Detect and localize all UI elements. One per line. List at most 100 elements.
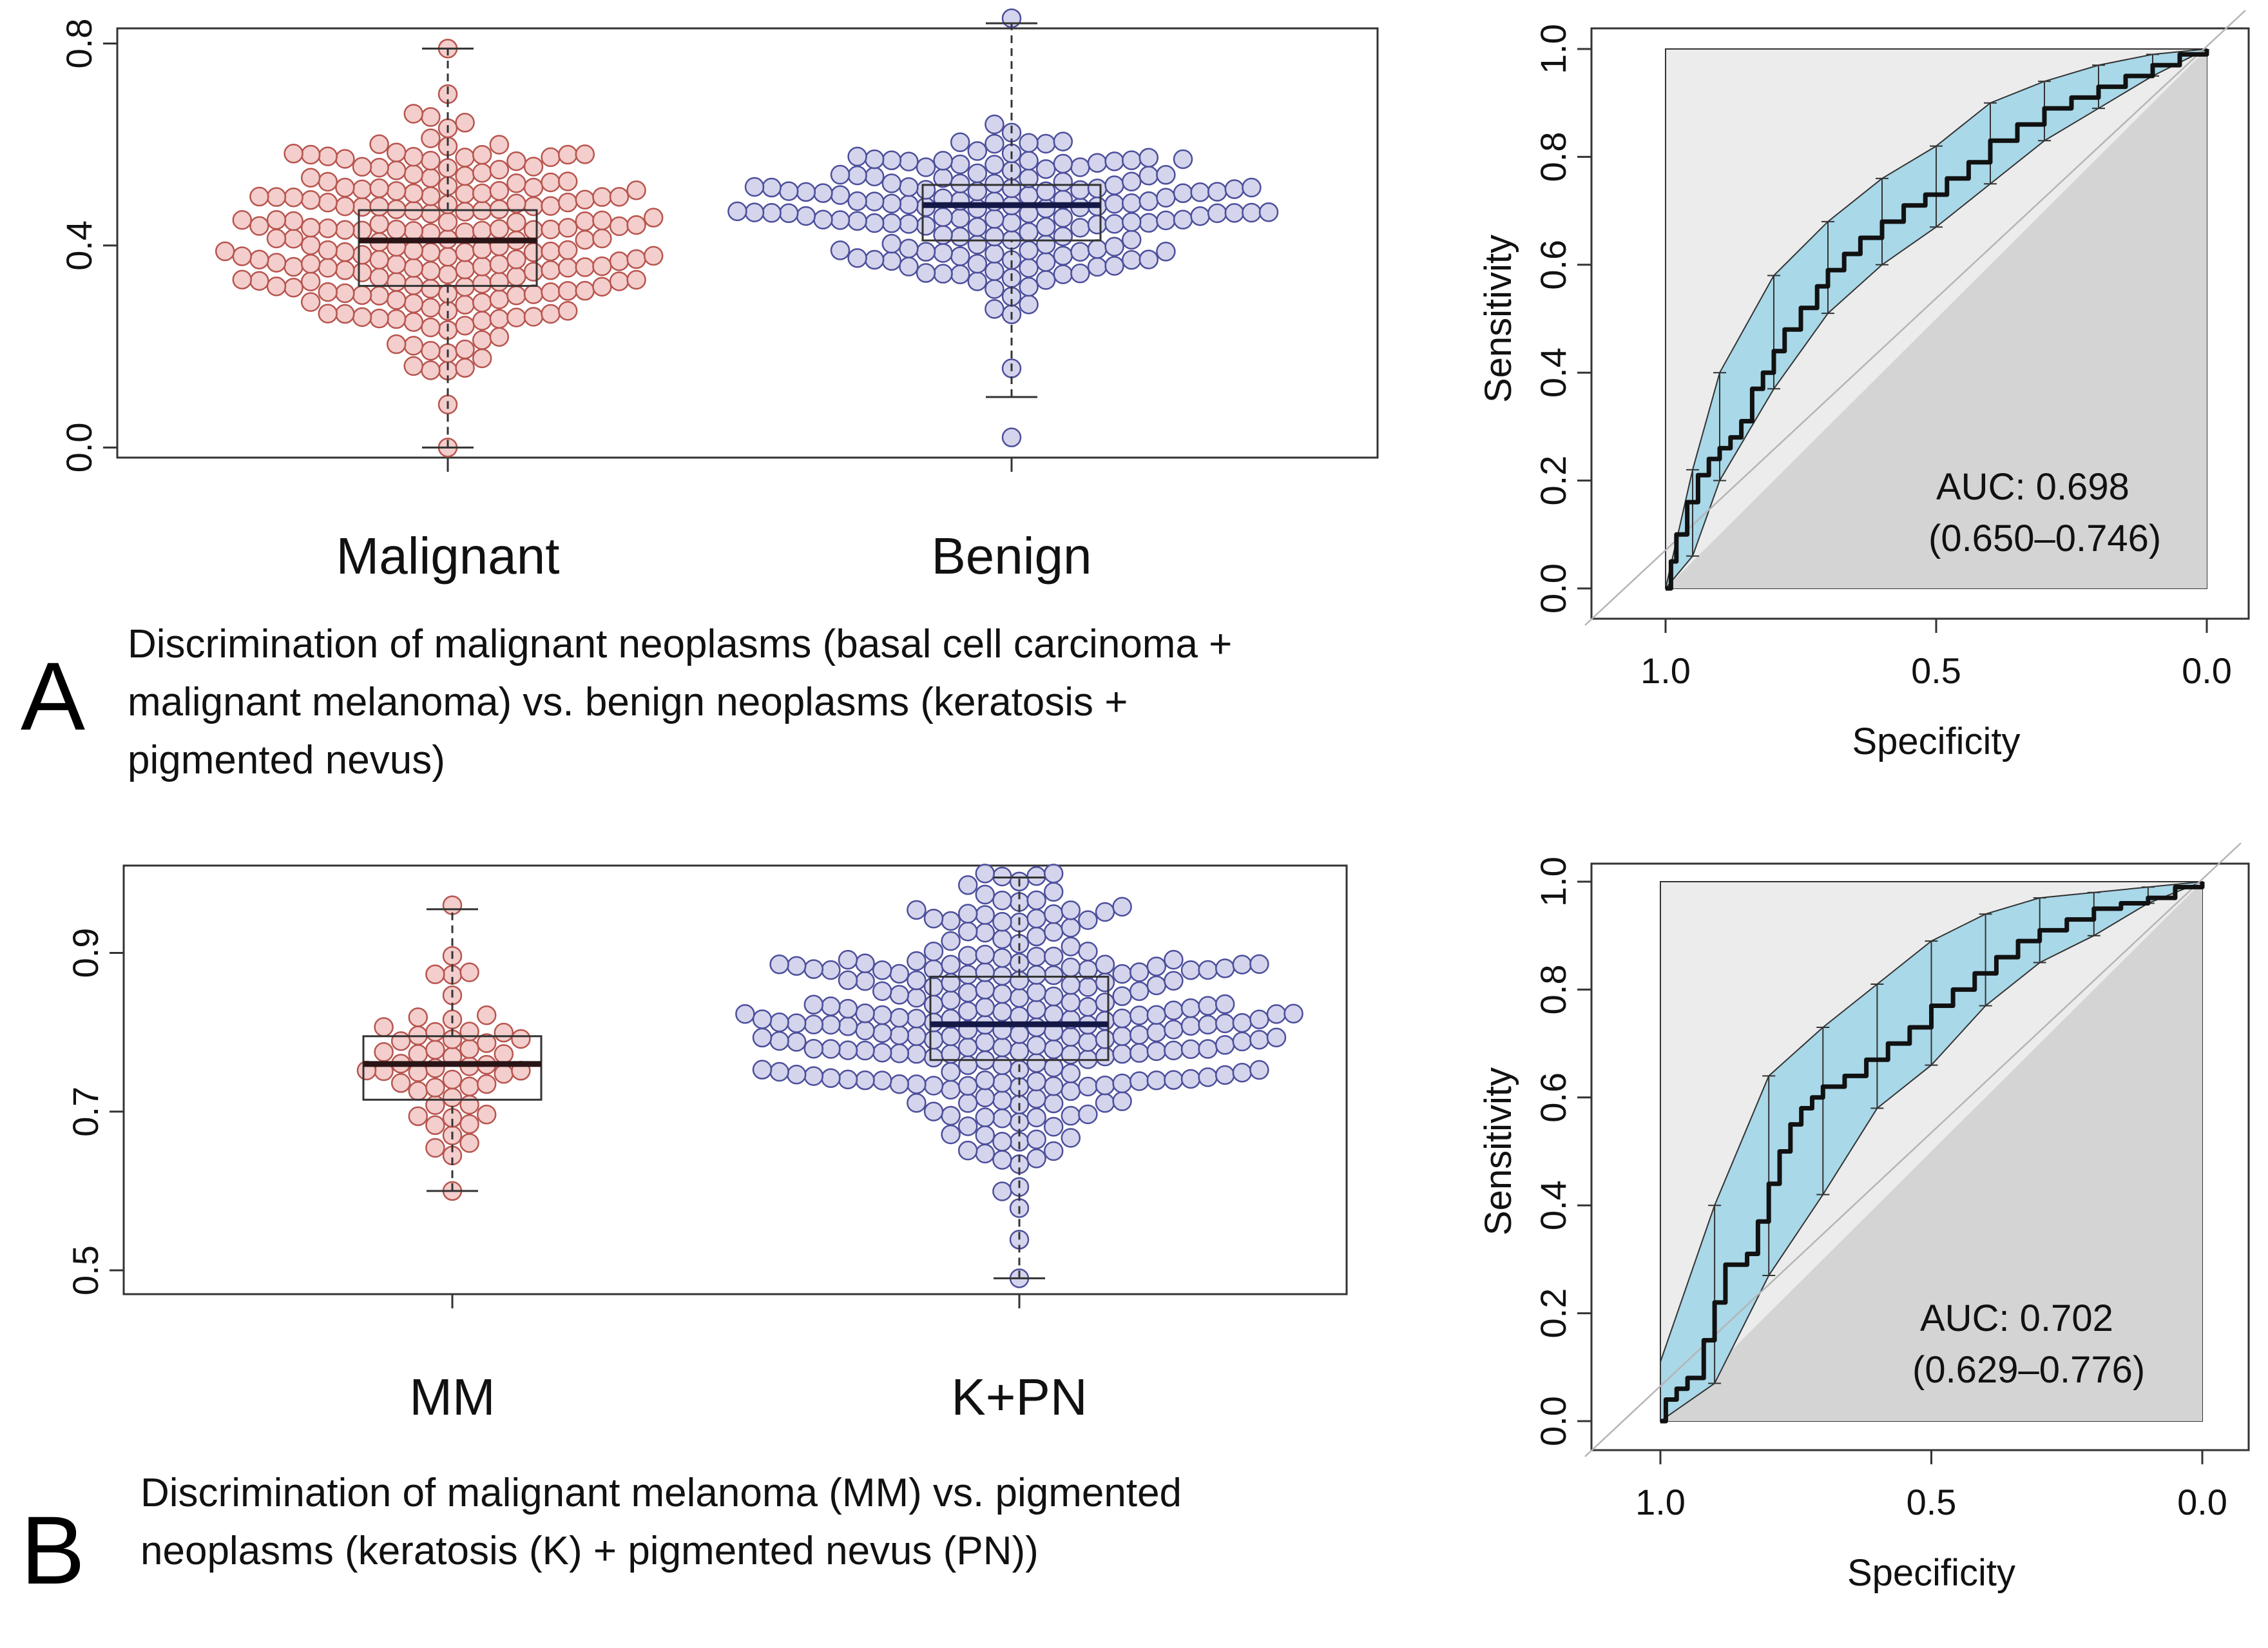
data-point xyxy=(643,246,664,266)
data-point xyxy=(1026,1017,1046,1038)
data-point xyxy=(985,261,1004,281)
data-point xyxy=(1180,1016,1201,1036)
data-point xyxy=(796,206,816,226)
data-point xyxy=(803,994,824,1015)
data-point xyxy=(1078,1104,1098,1125)
y-tick-label: 0.0 xyxy=(59,422,99,472)
data-point xyxy=(803,1038,824,1059)
data-point xyxy=(1061,900,1081,920)
data-point xyxy=(1078,1076,1098,1097)
data-point xyxy=(506,193,526,214)
data-point xyxy=(752,1060,773,1080)
data-point xyxy=(889,1043,910,1063)
data-point xyxy=(421,360,441,380)
data-point xyxy=(838,998,858,1019)
caption-b: Discrimination of malignant melanoma (MM… xyxy=(140,1464,1182,1580)
data-point xyxy=(557,281,578,301)
data-point xyxy=(975,1107,995,1127)
data-point xyxy=(369,197,389,217)
data-point xyxy=(403,293,424,313)
data-point xyxy=(881,213,902,233)
data-point xyxy=(421,242,441,262)
data-point xyxy=(1095,1075,1115,1096)
data-point xyxy=(1095,1093,1115,1113)
data-point xyxy=(592,228,612,249)
data-point xyxy=(609,271,629,291)
data-point xyxy=(1061,1081,1081,1101)
data-point xyxy=(1026,947,1046,967)
data-point xyxy=(1129,981,1149,1002)
data-point xyxy=(1035,199,1056,218)
data-point xyxy=(1129,1025,1149,1045)
data-point xyxy=(455,339,475,360)
data-point xyxy=(1112,897,1132,917)
data-point xyxy=(1224,203,1245,223)
data-point xyxy=(847,248,867,268)
data-point xyxy=(1215,958,1235,978)
data-point xyxy=(300,217,321,238)
data-point xyxy=(1043,1141,1064,1161)
data-point xyxy=(1139,166,1159,186)
data-point xyxy=(1043,1039,1064,1060)
data-point xyxy=(1061,975,1081,995)
data-point xyxy=(1019,151,1039,171)
data-point xyxy=(1009,988,1030,1008)
data-point xyxy=(421,128,441,148)
y-axis-label: Sensitivity xyxy=(1477,235,1519,403)
data-point xyxy=(643,208,664,228)
data-point xyxy=(992,1181,1012,1201)
data-point xyxy=(300,254,321,274)
y-tick-label: 1.0 xyxy=(1533,24,1573,74)
data-point xyxy=(403,356,424,376)
data-point xyxy=(1104,175,1124,195)
data-point xyxy=(1043,1093,1064,1114)
category-label: Malignant xyxy=(336,527,560,585)
data-point xyxy=(1198,960,1218,980)
data-point xyxy=(335,196,355,217)
data-point xyxy=(1043,946,1064,967)
data-point xyxy=(1026,1053,1046,1073)
data-point xyxy=(1104,237,1124,257)
data-point xyxy=(489,271,510,292)
data-point xyxy=(762,177,782,198)
data-point xyxy=(769,955,789,974)
data-point xyxy=(352,157,372,177)
data-point xyxy=(1035,159,1056,179)
data-point xyxy=(335,260,355,280)
data-point xyxy=(442,895,463,915)
data-point xyxy=(506,249,526,269)
data-point xyxy=(821,960,841,980)
data-point xyxy=(300,144,321,165)
data-point xyxy=(541,241,561,262)
data-point xyxy=(1061,992,1081,1013)
data-point xyxy=(916,157,936,177)
data-point xyxy=(455,259,475,280)
data-point xyxy=(1026,1107,1046,1128)
data-point xyxy=(459,1114,479,1134)
data-point xyxy=(386,254,407,275)
y-tick-label: 0.8 xyxy=(1533,131,1573,182)
y-axis-label: Sensitivity xyxy=(1477,1067,1519,1236)
data-point xyxy=(369,286,389,305)
x-tick-label: 0.5 xyxy=(1911,650,1961,691)
data-point xyxy=(557,144,578,165)
data-point xyxy=(1112,1008,1132,1029)
data-point xyxy=(1001,427,1022,447)
data-point xyxy=(592,187,612,207)
data-point xyxy=(907,970,927,991)
data-point xyxy=(374,1042,394,1062)
data-point xyxy=(1026,1089,1046,1109)
data-point xyxy=(408,1106,428,1127)
data-point xyxy=(830,240,850,260)
x-tick-label: 0.0 xyxy=(2177,1482,2227,1522)
auc-label: AUC: 0.698 xyxy=(1936,466,2129,508)
data-point xyxy=(442,1069,463,1090)
data-point xyxy=(1026,908,1046,929)
x-tick-label: 1.0 xyxy=(1640,650,1691,691)
data-point xyxy=(557,192,578,213)
data-point xyxy=(1232,1062,1253,1083)
data-point xyxy=(803,1066,824,1086)
roc-area-below-diagonal xyxy=(1660,882,2202,1421)
y-tick-label: 0.6 xyxy=(1533,1072,1573,1123)
data-point xyxy=(1009,1024,1030,1044)
